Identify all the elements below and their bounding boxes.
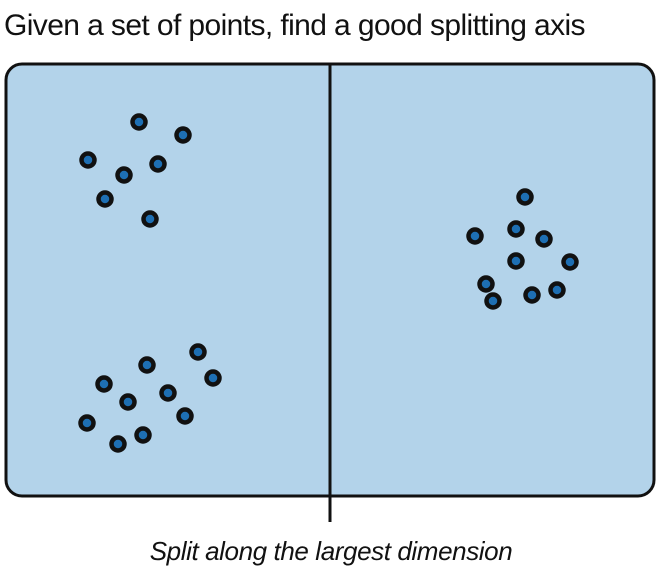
- data-point: [130, 113, 148, 131]
- data-point-marker: [466, 227, 484, 245]
- data-point: [159, 384, 177, 402]
- data-point: [176, 407, 194, 425]
- data-point-marker: [134, 426, 152, 444]
- data-point-marker: [159, 384, 177, 402]
- data-point: [507, 252, 525, 270]
- data-point: [141, 210, 159, 228]
- data-point: [548, 281, 566, 299]
- data-point: [484, 292, 502, 310]
- data-point-marker: [516, 188, 534, 206]
- data-point-marker: [95, 375, 113, 393]
- data-point-marker: [523, 286, 541, 304]
- data-point: [138, 356, 156, 374]
- data-point: [96, 190, 114, 208]
- data-point-marker: [149, 155, 167, 173]
- data-point: [95, 375, 113, 393]
- data-point: [466, 227, 484, 245]
- data-point-marker: [130, 113, 148, 131]
- data-point: [507, 220, 525, 238]
- data-point-marker: [484, 292, 502, 310]
- diagram-caption: Split along the largest dimension: [149, 536, 513, 566]
- data-point: [523, 286, 541, 304]
- data-point: [115, 166, 133, 184]
- data-point-marker: [507, 252, 525, 270]
- data-point-marker: [79, 151, 97, 169]
- points-group: [78, 113, 579, 453]
- data-point-marker: [119, 393, 137, 411]
- data-point-marker: [109, 435, 127, 453]
- data-point: [149, 155, 167, 173]
- data-point: [174, 126, 192, 144]
- data-point-marker: [561, 253, 579, 271]
- data-point: [189, 343, 207, 361]
- data-point: [109, 435, 127, 453]
- data-point-marker: [138, 356, 156, 374]
- data-point-marker: [141, 210, 159, 228]
- data-point-marker: [507, 220, 525, 238]
- data-point-marker: [477, 275, 495, 293]
- data-point: [119, 393, 137, 411]
- data-point: [204, 369, 222, 387]
- data-point: [561, 253, 579, 271]
- data-point: [79, 151, 97, 169]
- data-point-marker: [535, 230, 553, 248]
- data-point-marker: [548, 281, 566, 299]
- data-point-marker: [174, 126, 192, 144]
- diagram-title: Given a set of points, find a good split…: [4, 9, 586, 42]
- data-point-marker: [78, 414, 96, 432]
- data-point: [78, 414, 96, 432]
- data-point: [516, 188, 534, 206]
- data-point-marker: [115, 166, 133, 184]
- data-point: [477, 275, 495, 293]
- data-point: [134, 426, 152, 444]
- data-point-marker: [189, 343, 207, 361]
- data-point: [535, 230, 553, 248]
- data-point-marker: [204, 369, 222, 387]
- data-point-marker: [96, 190, 114, 208]
- data-point-marker: [176, 407, 194, 425]
